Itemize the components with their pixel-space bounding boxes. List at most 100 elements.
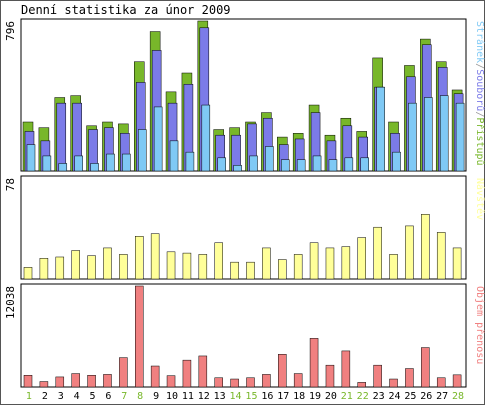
- middle-panel-frame: [20, 175, 467, 280]
- bottom-legend: Objem přenosu: [474, 286, 485, 364]
- bar-kbytes-day-7: [119, 357, 128, 388]
- bar-kbytes-day-19: [309, 338, 319, 388]
- bar-kbytes-day-28: [452, 374, 462, 388]
- bar-kbytes-day-13: [214, 377, 223, 388]
- bar-files-day-3: [56, 102, 67, 172]
- bar-visits-day-4: [71, 250, 80, 280]
- x-label-day-26: 26: [420, 391, 432, 402]
- bar-visits-day-9: [150, 233, 160, 280]
- bar-kbytes-day-15: [246, 377, 255, 388]
- bar-visits-day-1: [23, 267, 33, 280]
- x-label-day-15: 15: [245, 391, 257, 402]
- bar-pages-day-3: [58, 163, 68, 172]
- bar-visits-day-5: [87, 255, 96, 280]
- bar-visits-day-23: [373, 226, 382, 280]
- bar-visits-day-27: [436, 232, 446, 280]
- bar-kbytes-day-24: [389, 378, 398, 388]
- bar-kbytes-day-22: [357, 382, 366, 388]
- x-label-day-11: 11: [182, 391, 194, 402]
- bar-kbytes-day-26: [421, 347, 430, 388]
- bar-pages-day-19: [312, 155, 322, 172]
- bar-pages-day-13: [217, 157, 226, 172]
- bar-pages-day-26: [424, 97, 433, 172]
- x-label-day-1: 1: [26, 391, 32, 402]
- bar-pages-day-25: [408, 102, 417, 172]
- top-legend-item-4: Přístupů: [474, 117, 485, 165]
- bar-visits-day-11: [182, 252, 192, 280]
- bar-kbytes-day-8: [135, 285, 144, 388]
- top-legend-item-1: /: [474, 63, 485, 69]
- bar-pages-day-10: [169, 140, 179, 172]
- x-label-day-28: 28: [452, 391, 464, 402]
- top-legend-item-3: /: [474, 111, 485, 117]
- bar-pages-day-11: [185, 151, 195, 172]
- bar-pages-day-18: [296, 159, 306, 172]
- bar-visits-day-16: [262, 247, 271, 280]
- x-label-day-18: 18: [293, 391, 305, 402]
- top-max-label: 796: [4, 21, 17, 41]
- middle-legend: Návštěv: [474, 178, 485, 220]
- bar-visits-day-2: [39, 258, 49, 280]
- bar-pages-day-14: [233, 165, 242, 172]
- bar-visits-day-7: [119, 254, 128, 280]
- bar-kbytes-day-3: [55, 376, 65, 388]
- bar-visits-day-15: [246, 261, 255, 280]
- x-label-day-3: 3: [58, 391, 64, 402]
- bar-kbytes-day-21: [341, 350, 351, 388]
- bar-pages-day-5: [90, 163, 99, 172]
- bar-pages-day-7: [122, 153, 131, 172]
- x-label-day-9: 9: [153, 391, 159, 402]
- x-label-day-2: 2: [42, 391, 48, 402]
- bar-visits-day-20: [325, 247, 335, 280]
- bar-pages-day-24: [392, 151, 401, 172]
- bar-visits-day-8: [135, 236, 144, 280]
- top-panel-frame: [20, 18, 467, 172]
- bar-pages-day-4: [74, 155, 83, 172]
- bar-kbytes-day-5: [87, 375, 96, 388]
- bar-kbytes-day-10: [166, 375, 176, 388]
- bar-pages-day-21: [344, 157, 354, 172]
- bar-kbytes-day-4: [71, 373, 80, 388]
- bar-pages-day-12: [201, 104, 211, 172]
- bar-visits-day-25: [405, 225, 414, 280]
- x-label-day-13: 13: [214, 391, 226, 402]
- x-label-day-20: 20: [325, 391, 337, 402]
- x-label-day-24: 24: [388, 391, 400, 402]
- bar-pages-day-17: [281, 159, 290, 172]
- bar-visits-day-19: [309, 242, 319, 280]
- x-label-day-21: 21: [341, 391, 353, 402]
- x-label-day-16: 16: [261, 391, 273, 402]
- bar-kbytes-day-25: [405, 368, 414, 388]
- bar-pages-day-2: [42, 155, 52, 172]
- bar-visits-day-12: [198, 254, 208, 280]
- x-label-day-17: 17: [277, 391, 289, 402]
- x-label-day-14: 14: [230, 391, 242, 402]
- x-label-day-12: 12: [198, 391, 210, 402]
- x-label-day-7: 7: [121, 391, 127, 402]
- bar-visits-day-28: [452, 247, 462, 280]
- top-legend-item-0: Stránek: [474, 21, 485, 63]
- bar-pages-day-9: [153, 106, 163, 172]
- bar-pages-day-20: [328, 159, 338, 172]
- top-legend: Stránek/Souborů/Přístupů: [474, 21, 485, 166]
- bar-pages-day-16: [265, 146, 274, 172]
- bar-visits-day-24: [389, 254, 398, 280]
- bar-kbytes-day-9: [150, 365, 160, 388]
- x-label-day-23: 23: [373, 391, 385, 402]
- bar-kbytes-day-14: [230, 378, 239, 388]
- x-label-day-5: 5: [90, 391, 96, 402]
- x-label-day-6: 6: [105, 391, 111, 402]
- bottom-max-label: 12038: [4, 286, 17, 319]
- bar-pages-day-1: [26, 144, 36, 172]
- middle-max-label: 78: [4, 178, 17, 191]
- x-label-day-10: 10: [166, 391, 178, 402]
- bar-visits-day-26: [421, 214, 430, 280]
- bar-kbytes-day-20: [325, 364, 335, 388]
- bar-visits-day-13: [214, 242, 223, 280]
- bar-visits-day-22: [357, 237, 366, 280]
- bar-visits-day-21: [341, 246, 351, 280]
- bar-pages-day-15: [249, 155, 258, 172]
- bar-kbytes-day-27: [436, 377, 446, 388]
